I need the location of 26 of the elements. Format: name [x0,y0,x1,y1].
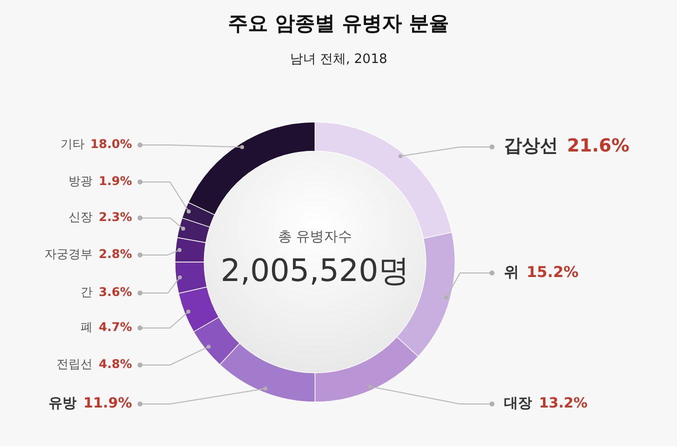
data-label: 3.6% [98,285,132,300]
slice-label: 폐 [80,320,93,334]
data-label: 2.8% [98,247,132,262]
data-label: 15.2% [526,262,579,281]
slice-label: 대장 [504,396,532,412]
text: 총 유병자수 [276,228,354,246]
chart-title: 주요 암종별 유병자 분율 [227,10,450,37]
slice-label: 자궁경부 [44,247,93,262]
slice-label: 기타 [60,137,84,152]
data-label: 1.9% [98,174,132,188]
slice-label: 신장 [68,210,93,224]
data-label: 11.9% [83,396,132,412]
slice-label: 위 [504,262,519,281]
slice-label: 간 [80,285,93,300]
data-label: 4.8% [98,357,132,372]
slice-label: 방광 [68,174,93,188]
data-label: 2.3% [98,210,132,224]
slice-label: 유방 [48,396,76,412]
data-label: 4.7% [98,320,132,334]
chart-subtitle: 남녀 전체, 2018 [288,51,388,68]
slice-label: 전립선 [56,357,93,372]
data-label: 21.6% [567,136,630,157]
text: 2,005,520명 [220,252,410,291]
data-label: 18.0% [90,137,132,152]
slice-label: 갑상선 [504,136,558,157]
data-label: 13.2% [539,396,588,412]
